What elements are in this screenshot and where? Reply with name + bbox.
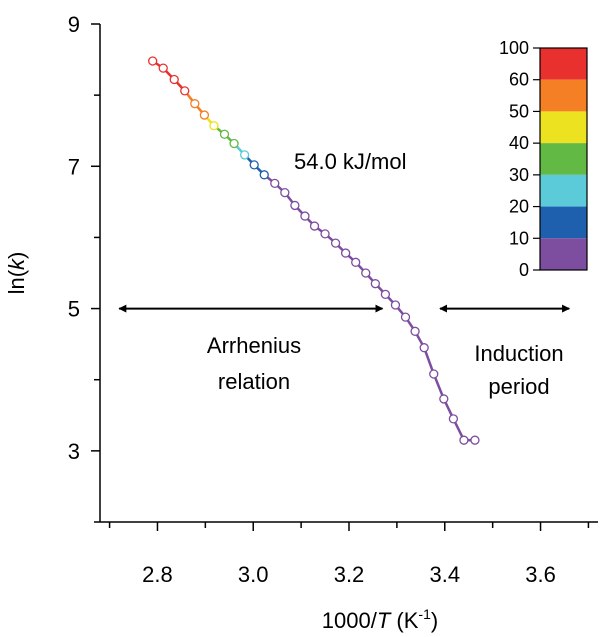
data-point <box>158 63 168 73</box>
data-points <box>148 56 480 445</box>
colorbar-frame <box>539 47 588 271</box>
colorbar-label: 20 <box>509 197 529 217</box>
data-point <box>209 121 219 131</box>
induction-label-line2: period <box>488 374 549 399</box>
arrhenius-label-line2: relation <box>218 369 290 394</box>
data-point <box>320 229 330 239</box>
colorbar-label: 0 <box>519 260 529 280</box>
colorbar-label: 50 <box>509 101 529 121</box>
data-point <box>290 200 300 211</box>
x-axis-title: 1000/T (K-1) <box>322 606 438 633</box>
data-point <box>470 435 480 445</box>
data-point <box>400 312 411 322</box>
colorbar-segment <box>540 143 587 175</box>
y-tick-label: 3 <box>68 439 80 464</box>
colorbar-label: 100 <box>499 38 529 58</box>
colorbar-segment <box>540 48 587 80</box>
colorbar-label: 40 <box>509 133 529 153</box>
data-point <box>309 221 320 231</box>
y-ticks: 3 5 7 9 <box>68 12 100 523</box>
data-point <box>199 110 210 120</box>
y-tick-label: 7 <box>68 154 80 179</box>
slope-annotation: 54.0 kJ/mol <box>294 149 407 174</box>
data-point <box>419 343 429 353</box>
y-axis-title: ln(k) <box>4 252 29 295</box>
data-point <box>410 326 420 336</box>
data-point <box>330 238 341 248</box>
data-point <box>219 129 230 139</box>
data-point <box>459 435 469 445</box>
colorbar-segment <box>540 206 587 239</box>
data-point <box>229 138 239 149</box>
x-tick-label: 3.4 <box>429 562 460 587</box>
data-point <box>270 178 280 189</box>
data-point <box>340 248 351 258</box>
y-tick-label: 9 <box>68 12 80 37</box>
data-point <box>448 414 459 424</box>
data-point <box>259 170 269 180</box>
data-point <box>370 279 380 289</box>
colorbar-label: 60 <box>509 70 529 90</box>
data-point <box>190 99 200 109</box>
x-tick-label: 3.6 <box>525 562 556 587</box>
x-ticks: 2.8 3.0 3.2 3.4 3.6 <box>108 522 590 587</box>
data-point <box>390 300 401 310</box>
colorbar-label: 10 <box>509 228 529 248</box>
x-tick-label: 2.8 <box>142 562 173 587</box>
arrhenius-label-line1: Arrhenius <box>207 333 301 358</box>
data-point <box>361 268 371 278</box>
x-tick-label: 3.0 <box>238 562 269 587</box>
data-point <box>280 187 290 198</box>
colorbar-segment <box>540 238 587 270</box>
y-tick-label: 5 <box>68 297 80 322</box>
data-point <box>429 369 439 379</box>
data-point <box>380 289 391 299</box>
data-point <box>180 86 190 96</box>
colorbar-label: 30 <box>509 165 529 185</box>
data-point <box>351 257 361 267</box>
data-point <box>439 394 449 404</box>
colorbar-segment <box>540 174 587 207</box>
data-point <box>300 211 310 221</box>
colorbar-segment <box>540 79 587 112</box>
line-segment <box>423 347 435 375</box>
data-point <box>148 56 158 66</box>
data-point <box>249 160 259 170</box>
data-point <box>169 74 179 85</box>
data-point <box>239 150 250 160</box>
induction-label-line1: Induction <box>474 341 563 366</box>
x-tick-label: 3.2 <box>334 562 365 587</box>
colorbar-segment <box>540 111 587 144</box>
